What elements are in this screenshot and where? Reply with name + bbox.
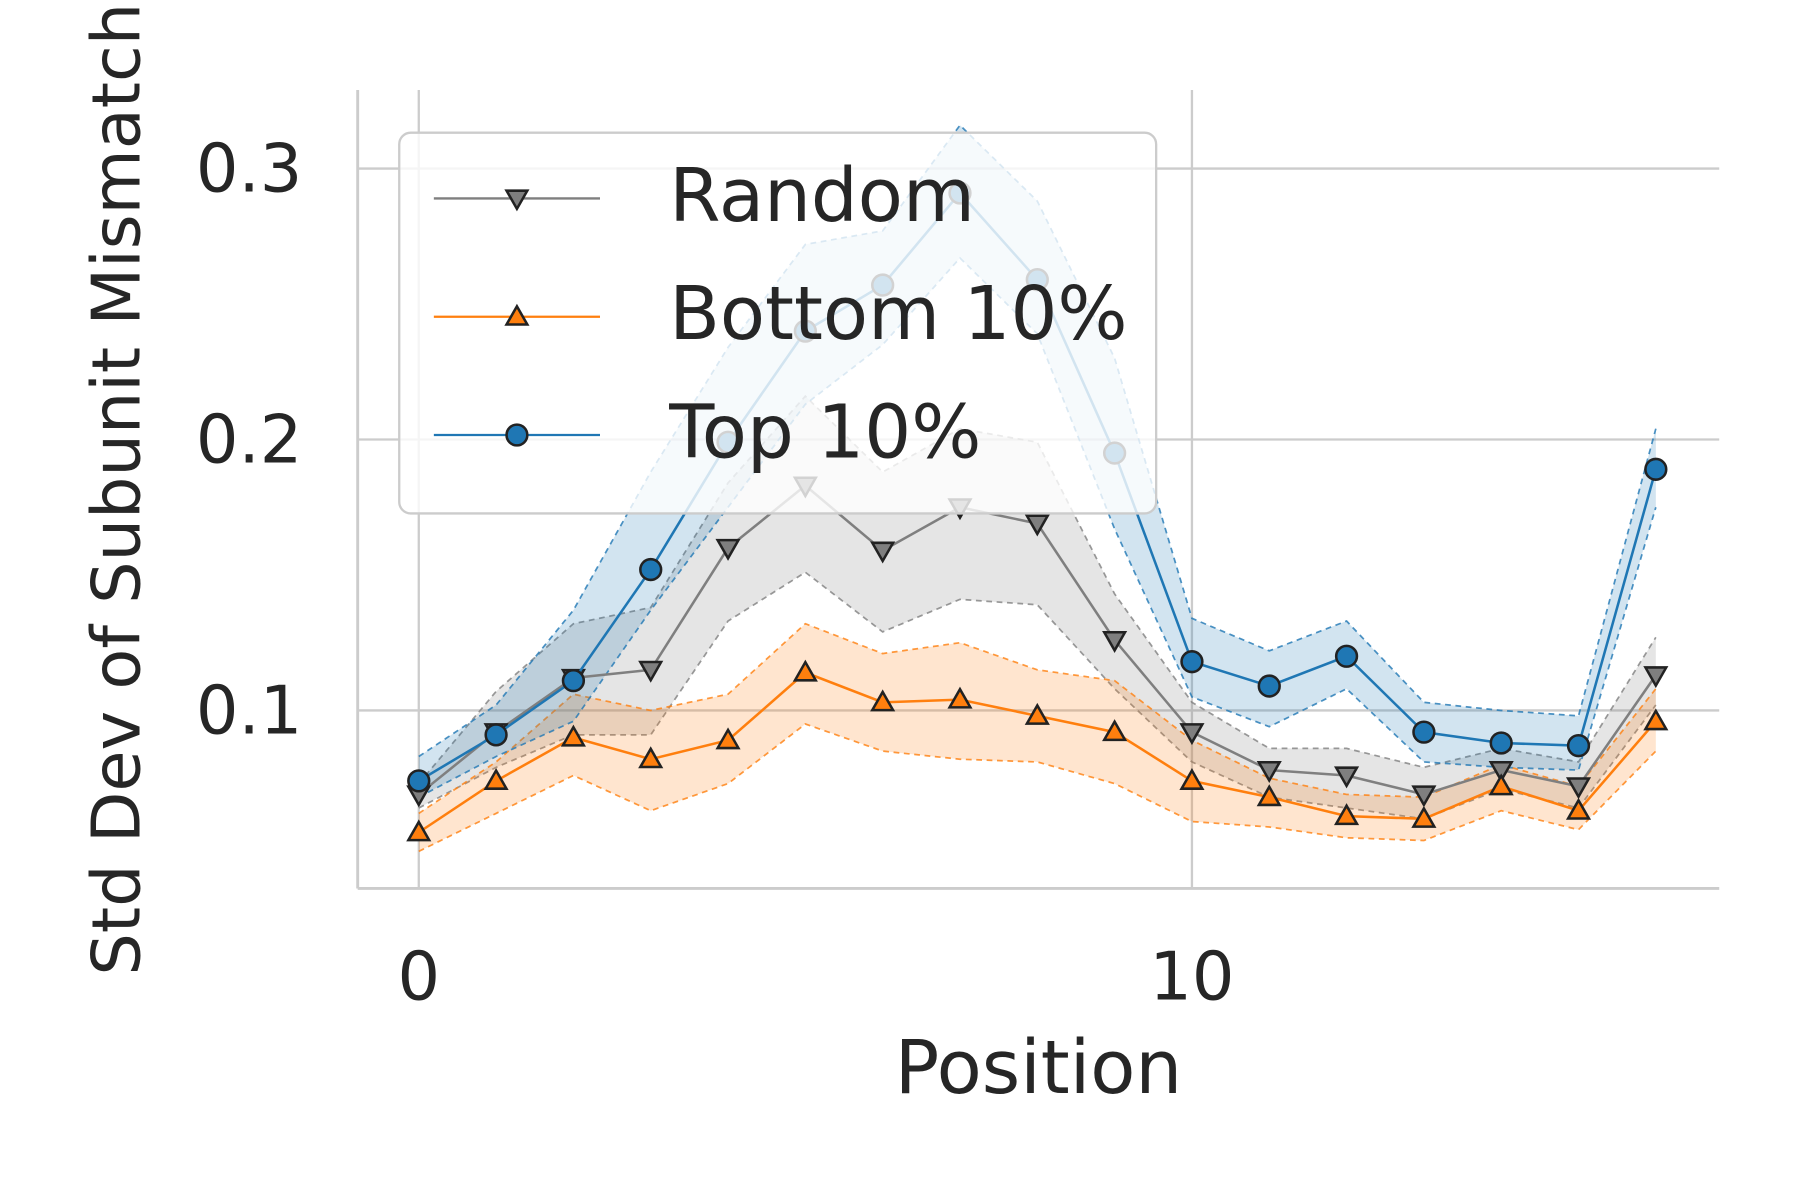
band-edge: [418, 394, 1657, 785]
marker: [560, 724, 586, 747]
marker: [1644, 457, 1668, 481]
marker: [1412, 720, 1436, 744]
marker: [406, 819, 432, 842]
confidence-band: [418, 125, 1656, 798]
legend: Random Bottom 10% Top 10%: [398, 131, 1158, 515]
marker: [1411, 785, 1437, 808]
marker: [639, 557, 663, 582]
marker: [870, 689, 896, 712]
marker: [1102, 630, 1128, 653]
marker: [715, 727, 741, 750]
marker: [504, 303, 530, 326]
legend-label: Random: [669, 153, 975, 239]
marker: [1643, 666, 1669, 689]
marker: [484, 723, 508, 747]
y-axis-label: Std Dev of Subunit Mismatch: [78, 3, 156, 976]
y-tick-label: 0.2: [196, 401, 302, 479]
band-edge: [418, 723, 1657, 853]
marker: [1179, 723, 1205, 746]
marker: [407, 769, 431, 793]
marker: [1180, 650, 1204, 674]
marker: [1024, 702, 1050, 725]
marker: [1488, 761, 1514, 784]
marker: [1566, 734, 1591, 758]
x-tick-label: 0: [397, 937, 440, 1015]
legend-frame: [398, 131, 1158, 515]
marker: [1643, 708, 1669, 731]
y-tick-label: 0.3: [196, 130, 302, 208]
x-tick-label: 10: [1149, 937, 1234, 1015]
marker: [1179, 767, 1205, 790]
marker: [1488, 773, 1514, 796]
x-axis-label: Position: [895, 1025, 1182, 1111]
marker: [1565, 777, 1592, 800]
marker: [870, 541, 896, 564]
marker: [483, 767, 509, 790]
marker: [792, 659, 818, 682]
marker: [947, 686, 973, 709]
marker: [1565, 797, 1592, 820]
y-tick-label: 0.1: [196, 672, 302, 750]
marker: [1024, 514, 1050, 537]
marker: [638, 660, 664, 683]
legend-label: Top 10%: [668, 389, 981, 475]
marker: [1257, 674, 1281, 698]
marker: [1256, 761, 1282, 784]
marker: [1333, 766, 1360, 789]
marker: [638, 746, 664, 769]
marker: [1102, 719, 1128, 742]
marker: [561, 668, 586, 693]
marker: [1334, 644, 1359, 668]
marker: [715, 538, 741, 561]
marker: [1411, 805, 1437, 828]
marker: [1256, 784, 1282, 807]
marker: [504, 189, 530, 212]
marker: [505, 423, 529, 447]
marker: [1489, 731, 1513, 755]
marker: [1333, 803, 1360, 826]
legend-label: Bottom 10%: [669, 271, 1127, 357]
